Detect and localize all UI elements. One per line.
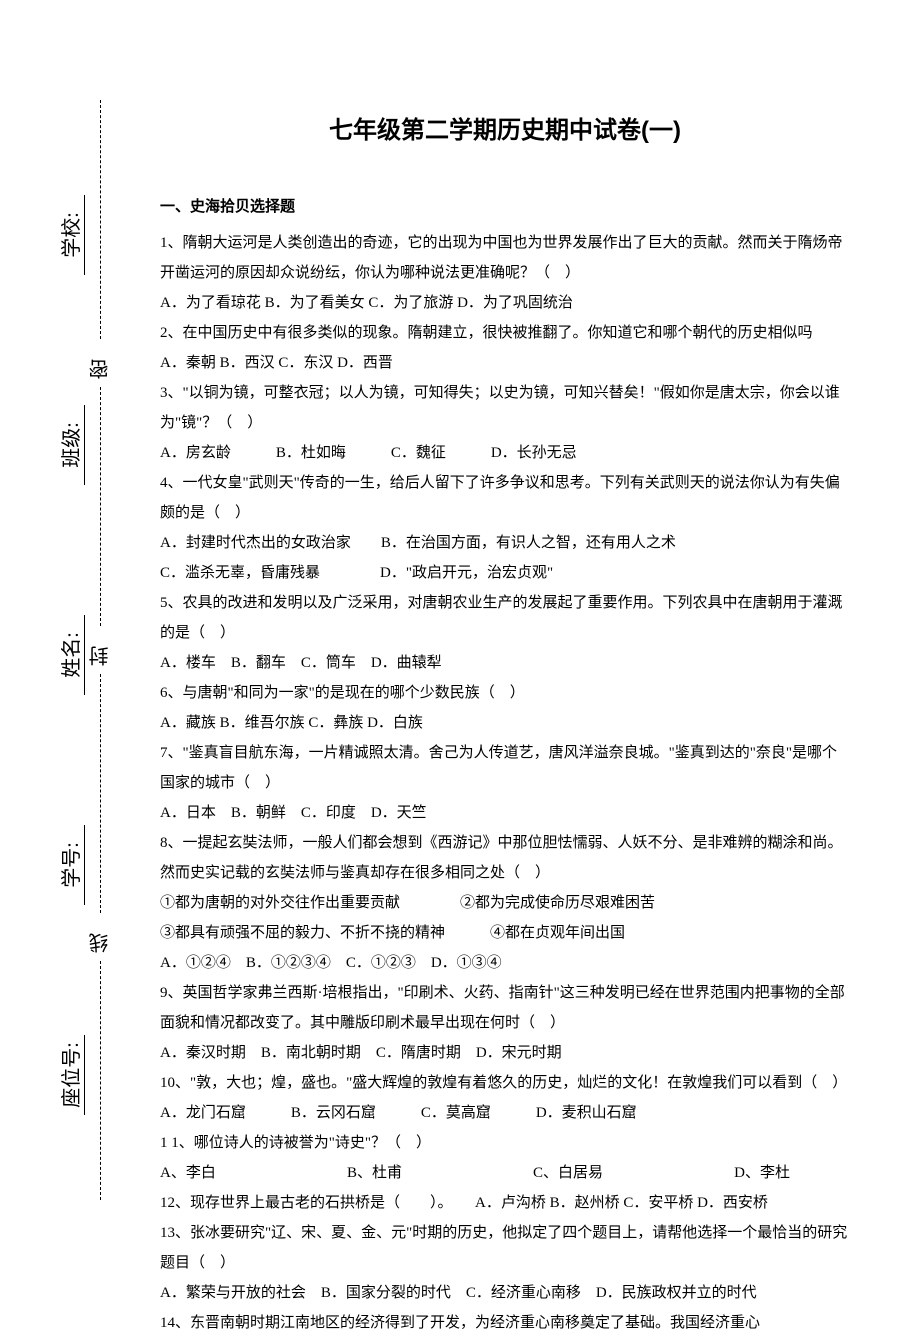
question-text: 14、东晋南朝时期江南地区的经济得到了开发，为经济重心南移奠定了基础。我国经济重… (160, 1308, 850, 1338)
question-text: 8、一提起玄奘法师，一般人们都会想到《西游记》中那位胆怯懦弱、人妖不分、是非难辨… (160, 828, 850, 888)
question-options: A．房玄龄 B．杜如晦 C．魏征 D．长孙无忌 (160, 438, 850, 468)
dashed-segment (100, 674, 101, 913)
option-item: B、杜甫 (347, 1158, 402, 1188)
question-options: A．藏族 B．维吾尔族 C．彝族 D．白族 (160, 708, 850, 738)
dashed-segment (100, 961, 101, 1200)
question-options: A．秦朝 B．西汉 C．东汉 D．西晋 (160, 348, 850, 378)
question-text: 10、"敦，大也；煌，盛也。"盛大辉煌的敦煌有着悠久的历史，灿烂的文化！在敦煌我… (160, 1068, 850, 1098)
question-options: ③都具有顽强不屈的毅力、不折不挠的精神 ④都在贞观年间出国 (160, 918, 850, 948)
section-heading: 一、史海拾贝选择题 (160, 195, 850, 216)
question-options: C．滥杀无辜，昏庸残暴 D．"政启开元，治宏贞观" (160, 558, 850, 588)
question-options: A．秦汉时期 B．南北朝时期 C．隋唐时期 D．宋元时期 (160, 1038, 850, 1068)
question-options: A．繁荣与开放的社会 B．国家分裂的时代 C．经济重心南移 D．民族政权并立的时… (160, 1278, 850, 1308)
question-text: 7、"鉴真盲目航东海，一片精诚照太清。舍己为人传道艺，唐风洋溢奈良城。"鉴真到达… (160, 738, 850, 798)
question-options: A．封建时代杰出的女政治家 B．在治国方面，有识人之智，还有用人之术 (160, 528, 850, 558)
question-options: A．日本 B．朝鲜 C．印度 D．天竺 (160, 798, 850, 828)
question-options: A．楼车 B．翻车 C．筒车 D．曲辕犁 (160, 648, 850, 678)
question-text: 2、在中国历史中有很多类似的现象。隋朝建立，很快被推翻了。你知道它和哪个朝代的历… (160, 318, 850, 348)
question-text: 13、张冰要研究"辽、宋、夏、金、元"时期的历史，他拟定了四个题目上，请帮他选择… (160, 1218, 850, 1278)
dashed-segment (100, 387, 101, 626)
option-item: A、李白 (160, 1158, 216, 1188)
question-text: 12、现存世界上最古老的石拱桥是（ ）。 A．卢沟桥 B．赵州桥 C．安平桥 D… (160, 1188, 850, 1218)
question-text: 1、隋朝大运河是人类创造出的奇迹，它的出现为中国也为世界发展作出了巨大的贡献。然… (160, 228, 850, 288)
questions-container: 1、隋朝大运河是人类创造出的奇迹，它的出现为中国也为世界发展作出了巨大的贡献。然… (160, 228, 850, 1338)
main-content: 七年级第二学期历史期中试卷(一) 一、史海拾贝选择题 1、隋朝大运河是人类创造出… (160, 110, 850, 1338)
seal-char-mi: 密 (86, 347, 115, 379)
question-text: 9、英国哲学家弗兰西斯·培根指出，"印刷术、火药、指南针"这三种发明已经在世界范… (160, 978, 850, 1038)
question-text: 5、农具的改进和发明以及广泛采用，对唐朝农业生产的发展起了重要作用。下列农具中在… (160, 588, 850, 648)
option-item: C、白居易 (533, 1158, 603, 1188)
option-item: D、李杜 (734, 1158, 790, 1188)
question-text: 6、与唐朝"和同为一家"的是现在的哪个少数民族（ ） (160, 678, 850, 708)
question-text: 4、一代女皇"武则天"传奇的一生，给后人留下了许多争议和思考。下列有关武则天的说… (160, 468, 850, 528)
exam-title: 七年级第二学期历史期中试卷(一) (160, 110, 850, 145)
question-options: A、李白 B、杜甫 C、白居易 D、李杜 (160, 1158, 850, 1188)
question-options: A．①②④ B．①②③④ C．①②③ D．①③④ (160, 948, 850, 978)
seal-char-xian: 线 (86, 921, 115, 953)
question-text: 3、"以铜为镜，可整衣冠；以人为镜，可知得失；以史为镜，可知兴替矣！"假如你是唐… (160, 378, 850, 438)
seal-char-feng: 封 (86, 634, 115, 666)
question-options: A．为了看琼花 B．为了看美女 C．为了旅游 D．为了巩固统治 (160, 288, 850, 318)
seal-line-sidebar: 密 封 线 (80, 100, 120, 1200)
dashed-segment (100, 100, 101, 339)
question-text: 1 1、哪位诗人的诗被誉为"诗史"？（ ） (160, 1128, 850, 1158)
question-options: A．龙门石窟 B．云冈石窟 C．莫高窟 D．麦积山石窟 (160, 1098, 850, 1128)
question-options: ①都为唐朝的对外交往作出重要贡献 ②都为完成使命历尽艰难困苦 (160, 888, 850, 918)
